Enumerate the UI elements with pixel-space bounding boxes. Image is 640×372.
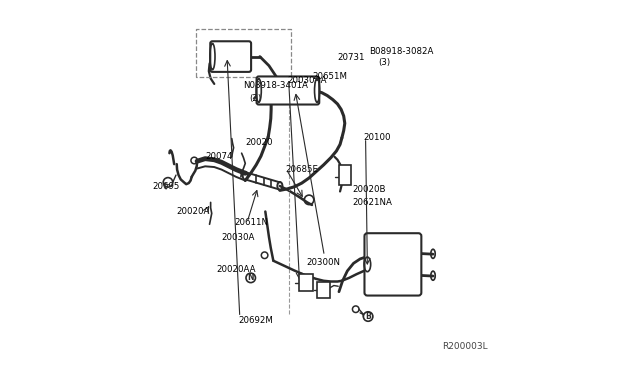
Text: 20692M: 20692M xyxy=(238,317,273,326)
Text: 20611N: 20611N xyxy=(234,218,268,227)
FancyBboxPatch shape xyxy=(317,282,330,298)
Text: N: N xyxy=(248,273,254,282)
Text: 20300N: 20300N xyxy=(306,258,340,267)
Text: 20030AA: 20030AA xyxy=(287,76,326,85)
Text: B08918-3082A: B08918-3082A xyxy=(369,46,433,55)
FancyBboxPatch shape xyxy=(339,165,351,185)
FancyBboxPatch shape xyxy=(257,77,319,105)
Text: B: B xyxy=(365,312,371,321)
Text: R200003L: R200003L xyxy=(442,342,488,351)
Text: 20020A: 20020A xyxy=(176,207,209,216)
Text: 20074: 20074 xyxy=(205,153,233,161)
Text: 20020B: 20020B xyxy=(353,185,387,194)
FancyBboxPatch shape xyxy=(299,274,314,291)
Text: 20020: 20020 xyxy=(245,138,273,147)
Text: 20695: 20695 xyxy=(152,182,180,190)
Text: 20030A: 20030A xyxy=(221,232,255,241)
Text: 20685E: 20685E xyxy=(285,165,318,174)
FancyBboxPatch shape xyxy=(211,41,251,72)
Text: 20621NA: 20621NA xyxy=(353,198,393,207)
Text: (2): (2) xyxy=(249,94,261,103)
FancyBboxPatch shape xyxy=(364,233,421,295)
Text: (3): (3) xyxy=(378,58,390,67)
Text: 20020AA: 20020AA xyxy=(216,265,255,274)
Text: N08918-3401A: N08918-3401A xyxy=(243,81,308,90)
Text: 20651M: 20651M xyxy=(313,72,348,81)
Text: 20100: 20100 xyxy=(364,134,391,142)
Text: 20731: 20731 xyxy=(337,53,365,62)
